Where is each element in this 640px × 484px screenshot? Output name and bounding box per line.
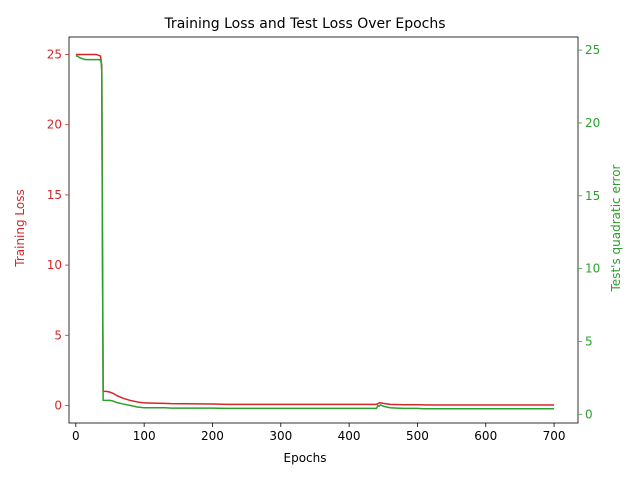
right-tick-label: 10 xyxy=(585,262,600,276)
series-line-left xyxy=(75,53,555,406)
x-tick-label: 300 xyxy=(269,429,292,443)
x-tick-label: 600 xyxy=(474,429,497,443)
chart-title: Training Loss and Test Loss Over Epochs xyxy=(163,16,445,32)
x-tick-label: 100 xyxy=(133,429,156,443)
left-tick-label: 20 xyxy=(47,118,62,132)
x-tick-label: 200 xyxy=(201,429,224,443)
left-tick-label: 25 xyxy=(47,48,62,62)
x-tick-label: 0 xyxy=(72,429,80,443)
series-line-right xyxy=(75,55,555,410)
left-tick-label: 0 xyxy=(54,398,62,412)
x-tick-label: 700 xyxy=(543,429,566,443)
right-axis-label: Test's quadratic error xyxy=(609,164,623,292)
right-tick-label: 0 xyxy=(585,407,593,421)
right-tick-label: 25 xyxy=(585,43,600,57)
left-axis-label: Training Loss xyxy=(13,189,27,267)
left-tick-label: 5 xyxy=(54,328,62,342)
right-tick-label: 5 xyxy=(585,334,593,348)
right-tick-label: 15 xyxy=(585,189,600,203)
x-tick-label: 400 xyxy=(338,429,361,443)
left-tick-label: 15 xyxy=(47,188,62,202)
x-axis-label: Epochs xyxy=(284,451,327,465)
chart-marks: 0 100 200 300 400 500 600 700 0 5 10 15 20 25 0 5 10 15 20… xyxy=(47,36,600,443)
right-tick-label: 20 xyxy=(585,116,600,130)
left-tick-label: 10 xyxy=(47,258,62,272)
plot-frame xyxy=(68,36,579,424)
x-tick-label: 500 xyxy=(406,429,429,443)
